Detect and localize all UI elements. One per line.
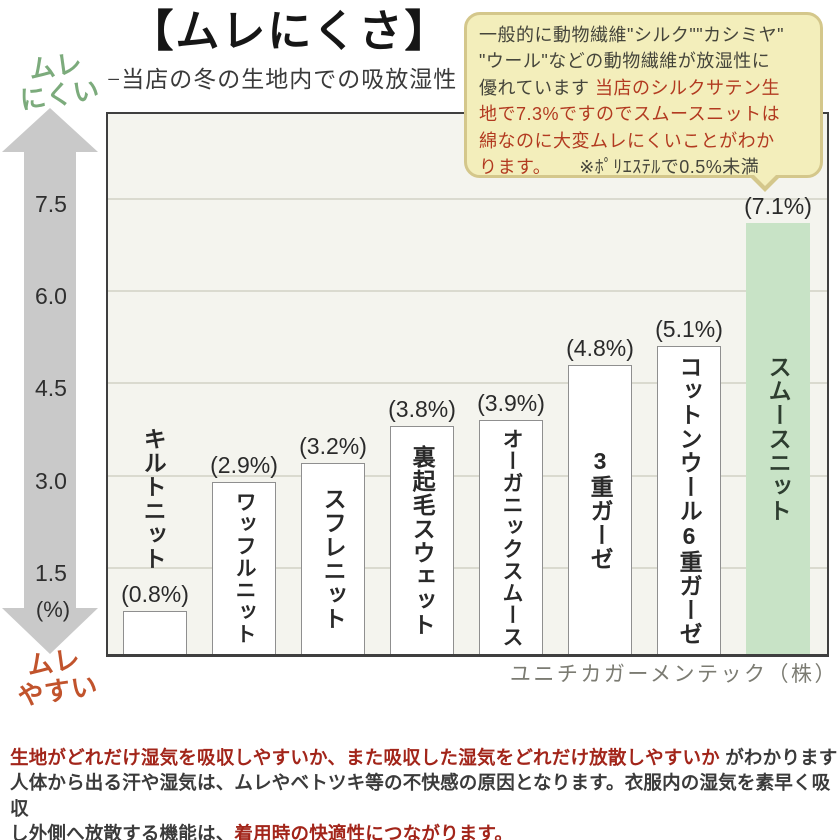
double-arrow-icon (2, 108, 98, 654)
bar-category-label: コットンウール6重ガーゼ (676, 355, 703, 647)
text-segment-dark: 一般的に動物繊維"シルク""カシミヤ" (479, 25, 785, 45)
bar-8-highlight: スムースニット (746, 223, 810, 654)
bar-category-label: スムースニット (765, 354, 792, 523)
gridline-3 (108, 474, 827, 477)
gridline-1.5 (108, 566, 827, 569)
gridline-4.5 (108, 382, 827, 385)
bar-4-plain: 裏起毛スウェット (390, 426, 454, 654)
bar-6-plain: 3重ガーゼ (568, 364, 632, 654)
y-tick-3: 3.0 (35, 467, 67, 494)
bar-1-plain (123, 610, 187, 654)
bar-2-plain: ワッフルニット (212, 481, 276, 654)
bar-value-label: (3.8%) (388, 396, 456, 423)
speech-bubble-tail-fill (752, 173, 778, 186)
y-tick-1.5: 1.5 (35, 559, 67, 586)
bar-value-label: (4.8%) (566, 334, 634, 361)
footer-text: 生地がどれだけ湿気を吸収しやすいか、また吸収した湿気をどれだけ放散しやすいか が… (10, 745, 838, 840)
bar-value-label: (2.9%) (210, 451, 278, 478)
chart-title: 【ムレにくさ】 (129, 7, 451, 56)
text-segment-red: 綿なのに大変ムレにくいことがわか (479, 130, 775, 151)
bar-category-label: オーガニックスムース (500, 427, 524, 648)
bar-value-label: (0.8%) (121, 580, 189, 607)
bar-category-label: ワッフルニット (233, 491, 257, 646)
text-segment-dark: 人体から出る汗や湿気は、ムレやベトツキ等の不快感の原因となります。衣服内の湿気を… (10, 772, 831, 819)
bar-category-label: キルトニット (140, 426, 167, 571)
text-segment-red: ります。 (479, 157, 543, 178)
bar-7-plain: コットンウール6重ガーゼ (657, 346, 721, 654)
bar-category-label: スフレニット (320, 487, 347, 632)
text-segment-red: 当店のシルクサテン生 (594, 77, 780, 98)
text-segment-red: 生地がどれだけ湿気を吸収しやすいか、また吸収した湿気をどれだけ放散しやすいか (10, 747, 720, 768)
gridline-6 (108, 290, 827, 292)
bar-value-label: (5.1%) (655, 316, 723, 343)
bar-3-plain: スフレニット (301, 463, 365, 654)
text-segment-red: 地で7.3%ですのでスムースニットは (479, 104, 781, 125)
y-tick-7.5: 7.5 (35, 190, 67, 217)
data-source: ユニチカガーメンテック（株） (509, 662, 838, 686)
bar-5-plain: オーガニックスムース (479, 420, 543, 654)
text-segment-red: 着用時の快適性につながります。 (234, 822, 514, 840)
gridline-7.5 (108, 197, 827, 200)
speech-bubble-text: 一般的に動物繊維"シルク""カシミヤ" "ウール"などの動物繊維が放湿性に 優れてい… (479, 22, 812, 180)
y-axis-unit: (%) (35, 597, 71, 622)
y-tick-4.5: 4.5 (35, 375, 67, 402)
text-segment-dark: 優れています (479, 77, 595, 98)
bar-category-label: 裏起毛スウェット (409, 444, 436, 637)
chart-subtitle: −当店の冬の生地内での吸放湿性 - (107, 66, 473, 92)
y-tick-6: 6.0 (35, 283, 67, 309)
axis-label-stuffy: ムレ やすい (15, 643, 101, 712)
text-segment-dark: がわかります (719, 747, 838, 768)
bar-value-label: (7.1%) (744, 193, 812, 220)
bar-value-label: (3.2%) (299, 433, 367, 460)
bar-category-label: 3重ガーゼ (587, 448, 614, 572)
text-segment-dark: し外側へ放散する機能は、 (10, 822, 235, 840)
text-segment-dark: "ウール"などの動物繊維が放湿性に (479, 51, 771, 72)
plot-area: キルトニット (0.8%) ワッフルニット (2.9%) スフレニット (3.2%) 裏起毛… (106, 112, 829, 657)
text-segment-dark: ※ﾎﾟﾘｴｽﾃﾙで0.5%未満 (542, 157, 760, 178)
speech-bubble: 一般的に動物繊維"シルク""カシミヤ" "ウール"などの動物繊維が放湿性に 優れてい… (464, 12, 823, 192)
bar-value-label: (3.9%) (477, 390, 545, 417)
chart-header: 【ムレにくさ】 −当店の冬の生地内での吸放湿性 - (0, 6, 580, 94)
